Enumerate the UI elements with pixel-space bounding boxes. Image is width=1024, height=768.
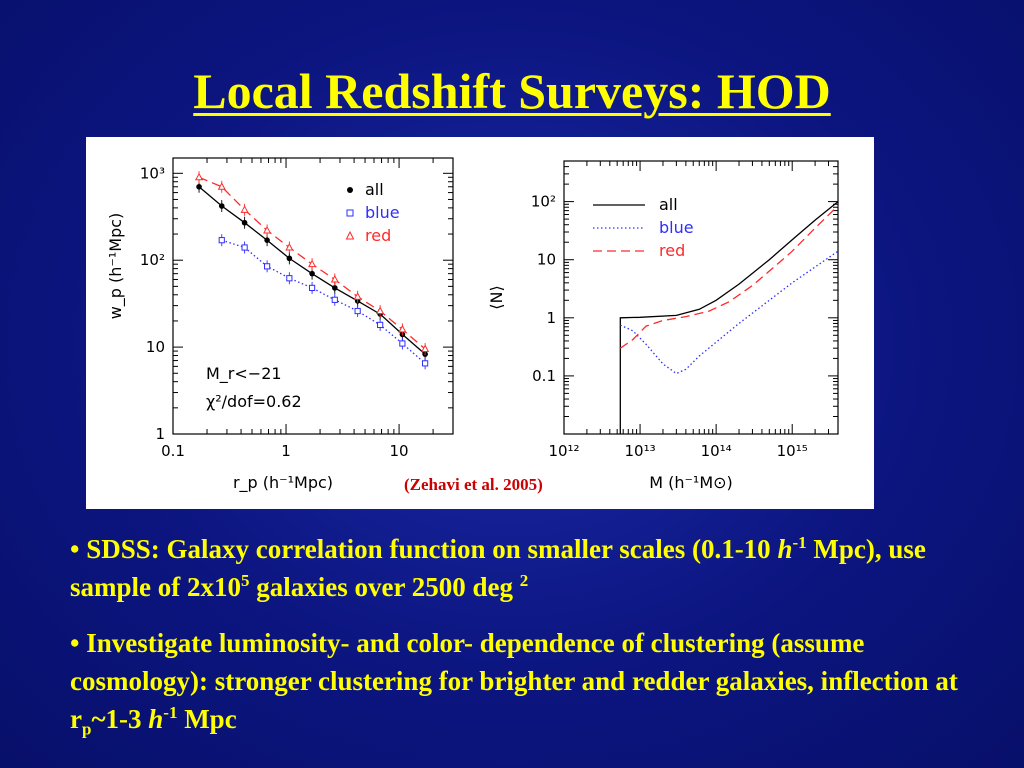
- legend-label-blue: blue: [659, 218, 694, 237]
- bullet-sup: 5: [241, 571, 250, 590]
- point-red: [285, 242, 294, 251]
- y-tick-label: 0.1: [532, 367, 556, 385]
- point-red: [376, 306, 385, 315]
- bullet-list: • SDSS: Galaxy correlation function on s…: [70, 530, 970, 756]
- citation: (Zehavi et al. 2005): [404, 475, 543, 494]
- bullet-italic-h: h: [777, 534, 793, 564]
- plot-frame: [172, 157, 454, 435]
- bullet-sup: -1: [163, 703, 178, 722]
- point-all: [286, 255, 293, 262]
- y-tick-label: 10²: [531, 193, 556, 211]
- legend-label-all: all: [659, 195, 678, 214]
- bullet-sdss: • SDSS: Galaxy correlation function on s…: [70, 530, 970, 606]
- y-tick-label: 1: [546, 309, 556, 327]
- series-line-blue: [221, 239, 426, 364]
- y-tick-label: 10³: [140, 164, 165, 182]
- y-tick-label: 10: [146, 338, 165, 356]
- x-axis-label: M (h⁻¹M⊙): [649, 473, 733, 492]
- bullet-sup: -1: [792, 533, 807, 552]
- x-tick-label: 0.1: [161, 442, 185, 460]
- point-blue: [399, 340, 406, 347]
- legend-marker-blue: [346, 209, 354, 217]
- legend-label-all: all: [365, 180, 384, 199]
- figure-panel: 0.1 1 10 1 10 10² 10³ r_p (h⁻¹Mpc) w_p (h⁻¹Mpc) a…: [86, 137, 874, 509]
- point-all: [264, 237, 270, 243]
- legend-marker-all: [347, 187, 353, 193]
- x-tick-label: 10¹⁵: [777, 442, 808, 460]
- bullet-sub: p: [81, 719, 92, 739]
- point-all: [218, 203, 225, 209]
- bullet-text: ~1-3: [91, 704, 149, 734]
- point-red: [217, 182, 226, 190]
- x-axis-label: r_p (h⁻¹Mpc): [233, 473, 333, 493]
- bullet-text: Mpc), use sample of 2x10: [70, 534, 926, 602]
- x-tick-label: 1: [281, 442, 291, 460]
- bullet-sup: 2: [519, 571, 529, 590]
- y-axis-label: ⟨N⟩: [487, 285, 506, 309]
- point-all: [309, 270, 315, 277]
- y-tick-label: 10²: [140, 251, 165, 269]
- point-all: [331, 285, 338, 291]
- point-blue: [422, 360, 429, 367]
- point-red: [330, 274, 339, 283]
- point-red: [421, 344, 430, 353]
- series-line-blue: [620, 250, 839, 375]
- bullet-italic-h: h: [148, 704, 164, 734]
- x-tick-label: 10¹²: [548, 442, 579, 460]
- x-tick-label: 10¹³: [625, 442, 656, 460]
- bullet-text: • SDSS: Galaxy correlation function on s…: [70, 534, 778, 564]
- bullet-luminosity: • Investigate luminosity- and color- dep…: [70, 624, 970, 738]
- slide-title: Local Redshift Surveys: HOD: [193, 63, 831, 119]
- point-red: [398, 324, 407, 333]
- bullet-text: galaxies over 2500 deg: [249, 572, 520, 602]
- bullet-text: • Investigate luminosity- and color- dep…: [70, 628, 958, 734]
- point-blue: [218, 237, 225, 244]
- bullet-text: Mpc: [177, 704, 237, 734]
- point-red: [263, 225, 272, 234]
- series-line-all: [619, 201, 839, 434]
- y-axis-label: w_p (h⁻¹Mpc): [106, 213, 126, 320]
- legend-marker-red: [345, 230, 355, 240]
- point-all: [196, 183, 202, 190]
- point-red: [308, 259, 317, 268]
- plot-frame: [563, 160, 839, 435]
- plot-annotation: χ²/dof=0.62: [206, 392, 302, 411]
- point-blue: [331, 296, 338, 303]
- legend-label-blue: blue: [365, 203, 400, 222]
- point-red: [353, 292, 362, 300]
- plot-annotation: M_r<−21: [206, 364, 282, 384]
- point-blue: [241, 244, 248, 251]
- y-tick-label: 1: [155, 425, 165, 443]
- point-blue: [354, 307, 361, 315]
- point-blue: [264, 263, 271, 270]
- legend-label-red: red: [365, 226, 391, 245]
- y-tick-label: 10: [537, 251, 556, 269]
- legend-label-red: red: [659, 241, 685, 260]
- series-line-red: [619, 205, 839, 349]
- x-tick-label: 10: [390, 442, 409, 460]
- point-all: [241, 219, 248, 226]
- point-red: [240, 205, 249, 213]
- point-blue: [286, 275, 293, 282]
- x-tick-label: 10¹⁴: [701, 442, 732, 460]
- point-blue: [308, 284, 316, 292]
- point-red: [195, 172, 204, 181]
- point-blue: [377, 321, 384, 329]
